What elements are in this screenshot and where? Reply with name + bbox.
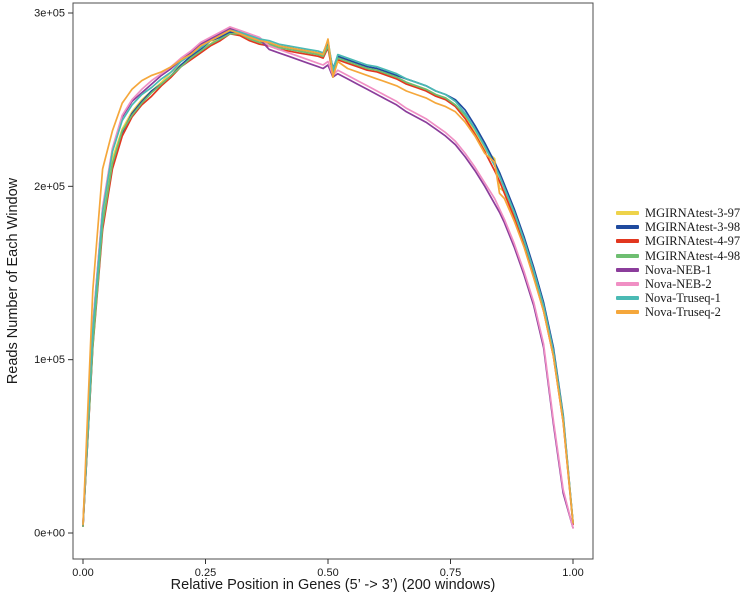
legend-item-label: Nova-NEB-2	[645, 277, 712, 292]
legend-key-swatch	[616, 310, 639, 315]
legend-item-label: MGIRNAtest-4-98	[645, 248, 741, 263]
x-tick-label: 0.25	[195, 567, 216, 579]
y-tick-label: 1e+05	[34, 354, 65, 366]
legend-key-swatch	[616, 211, 639, 216]
legend-item-label: Nova-Truseq-2	[645, 305, 721, 320]
series-line-mgirnatest-4-98	[82, 32, 574, 527]
x-tick-label: 0.00	[72, 567, 93, 579]
series-line-nova-truseq-1	[82, 29, 574, 526]
series-line-mgirnatest-4-97	[82, 32, 574, 527]
y-tick-label: 2e+05	[34, 181, 65, 193]
legend-key-swatch	[616, 253, 639, 258]
y-tick-label: 3e+05	[34, 8, 65, 20]
x-tick-label: 0.50	[317, 567, 338, 579]
legend-item-label: MGIRNAtest-4-97	[645, 234, 741, 249]
y-axis-title: Reads Number of Each Window	[5, 177, 21, 385]
legend: MGIRNAtest-3-97 MGIRNAtest-3-98 MGIRNAtest…	[616, 206, 740, 320]
legend-item: Nova-Truseq-2	[616, 305, 740, 319]
series-line-mgirnatest-3-97	[82, 29, 574, 527]
series-line-nova-truseq-2	[82, 29, 574, 526]
legend-item: Nova-Truseq-1	[616, 291, 740, 305]
legend-item-label: MGIRNAtest-3-97	[645, 206, 741, 221]
series-line-nova-neb-2	[82, 26, 574, 529]
x-axis-title: Relative Position in Genes (5’ -> 3’) (2…	[170, 577, 496, 593]
legend-key-swatch	[616, 282, 639, 287]
legend-item: MGIRNAtest-3-98	[616, 220, 740, 234]
legend-item: MGIRNAtest-4-97	[616, 234, 740, 248]
legend-item: Nova-NEB-1	[616, 263, 740, 277]
legend-key-swatch	[616, 296, 639, 301]
y-tick-label: 0e+00	[34, 528, 65, 540]
legend-key-swatch	[616, 267, 639, 272]
series-line-mgirnatest-3-98	[82, 31, 574, 527]
legend-item: MGIRNAtest-4-98	[616, 249, 740, 263]
legend-item-label: Nova-Truseq-1	[645, 291, 721, 306]
legend-item-label: Nova-NEB-1	[645, 262, 712, 277]
legend-key-swatch	[616, 239, 639, 244]
legend-item: MGIRNAtest-3-97	[616, 206, 740, 220]
legend-key-swatch	[616, 225, 639, 230]
x-tick-label: 1.00	[562, 567, 583, 579]
legend-item-label: MGIRNAtest-3-98	[645, 220, 741, 235]
x-tick-label: 0.75	[440, 567, 461, 579]
legend-item: Nova-NEB-2	[616, 277, 740, 291]
series-line-nova-neb-1	[82, 27, 574, 529]
panel-border	[72, 2, 594, 560]
